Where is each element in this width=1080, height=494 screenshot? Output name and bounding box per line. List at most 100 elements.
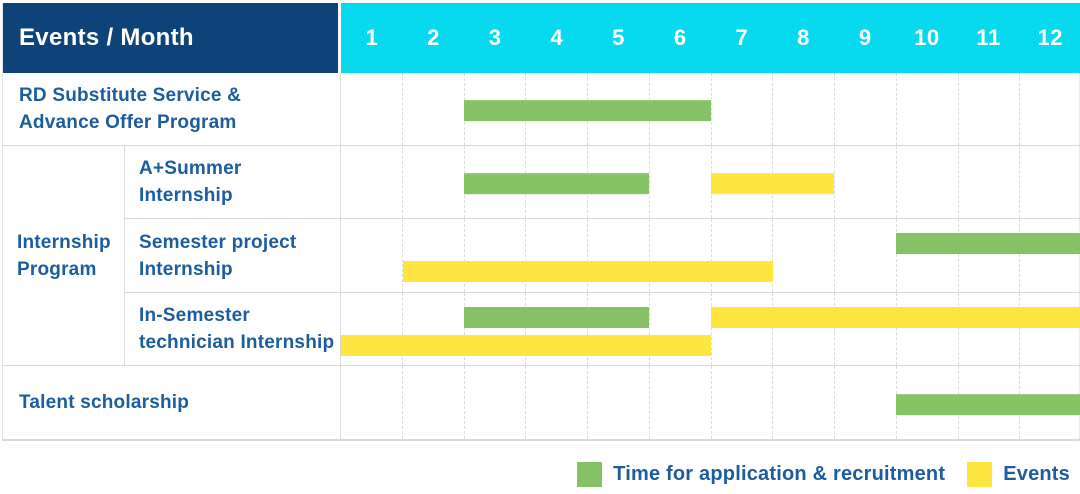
events-month-header: Events / Month bbox=[3, 3, 341, 73]
month-header-label: 2 bbox=[427, 25, 440, 50]
month-grid-cell bbox=[1020, 146, 1080, 218]
month-header-label: 1 bbox=[365, 25, 379, 50]
month-grid-cell bbox=[773, 219, 835, 292]
month-grid-cell bbox=[1020, 73, 1080, 145]
month-grid-cell bbox=[650, 219, 712, 292]
month-header-label: 4 bbox=[550, 25, 564, 50]
recruitment-bar bbox=[896, 233, 1080, 254]
month-grid-cell bbox=[650, 366, 712, 439]
group-label-internship-program: Internship Program bbox=[3, 146, 125, 366]
month-grid-cell bbox=[959, 293, 1021, 365]
month-grid-cell bbox=[341, 293, 403, 365]
sub-row-label: Semester project Internship bbox=[125, 219, 341, 293]
month-grid-cell bbox=[341, 219, 403, 292]
month-header-label: 10 bbox=[914, 25, 940, 50]
month-grid-cell bbox=[465, 293, 527, 365]
events-bar bbox=[711, 173, 835, 195]
month-grid-cell bbox=[650, 293, 712, 365]
sub-row-label-line: Internship bbox=[139, 258, 233, 280]
month-grid-cell bbox=[712, 366, 774, 439]
recruitment-bar bbox=[464, 307, 650, 328]
month-grid-cell bbox=[712, 293, 774, 365]
timeline-row bbox=[341, 73, 1080, 146]
timeline-row bbox=[341, 366, 1080, 440]
month-header-label: 11 bbox=[976, 25, 1001, 50]
month-header-label: 8 bbox=[797, 25, 810, 50]
timeline-row bbox=[341, 146, 1080, 219]
green-swatch-icon bbox=[577, 461, 603, 487]
month-grid-cell bbox=[588, 293, 650, 365]
month-grid-cell bbox=[897, 293, 959, 365]
month-grid-cell bbox=[773, 73, 835, 145]
events-bar bbox=[341, 335, 711, 356]
row-label-line: RD Substitute Service & bbox=[19, 85, 242, 106]
sub-row-label-line: A+Summer bbox=[139, 158, 242, 179]
month-grid-cell bbox=[465, 366, 527, 439]
events-bar bbox=[711, 307, 1080, 328]
month-grid-cell bbox=[835, 219, 897, 292]
month-grid-cell bbox=[773, 293, 835, 365]
sub-row-label: In-Semester technician Internship bbox=[125, 293, 341, 366]
month-grid-cell bbox=[712, 219, 774, 292]
month-grid-cell bbox=[526, 293, 588, 365]
recruitment-bar bbox=[896, 393, 1080, 415]
month-header-label: 5 bbox=[612, 25, 625, 50]
month-grid-cell bbox=[773, 366, 835, 439]
month-grid-cell bbox=[588, 366, 650, 439]
legend-label-events: Events bbox=[1003, 462, 1070, 485]
timeline-row bbox=[341, 293, 1080, 366]
month-grid-cell bbox=[526, 219, 588, 292]
month-grid-cell bbox=[403, 293, 465, 365]
legend-item-events: Events bbox=[967, 461, 1070, 487]
timeline-row bbox=[341, 219, 1080, 293]
month-grid-cell bbox=[712, 73, 774, 145]
recruitment-bar bbox=[464, 100, 711, 122]
month-header-label: 7 bbox=[735, 25, 749, 50]
sub-row-label-line: Internship bbox=[139, 185, 233, 206]
month-grid-cell bbox=[465, 219, 527, 292]
sub-row-label-line: In-Semester bbox=[139, 305, 250, 326]
month-header-row: 1 2 3 4 5 6 7 8 9 10 11 12 bbox=[341, 3, 1080, 73]
month-header-label: 9 bbox=[858, 25, 872, 50]
legend: Time for application & recruitment Event… bbox=[577, 459, 1070, 489]
month-grid-cell bbox=[897, 73, 959, 145]
month-grid-cell bbox=[773, 146, 835, 218]
legend-item-recruitment: Time for application & recruitment bbox=[577, 461, 946, 487]
row-label-line: Advance Offer Program bbox=[19, 112, 237, 133]
month-grid-cell bbox=[588, 219, 650, 292]
sub-row-label: A+Summer Internship bbox=[125, 146, 341, 219]
month-header-label: 6 bbox=[673, 25, 687, 50]
month-gridlines bbox=[341, 293, 1080, 365]
month-grid-cell bbox=[403, 366, 465, 439]
recruitment-bar bbox=[464, 173, 650, 195]
month-grid-cell bbox=[650, 146, 712, 218]
events-bar bbox=[402, 261, 773, 282]
month-grid-cell bbox=[403, 73, 465, 145]
month-grid-cell bbox=[403, 219, 465, 292]
sub-row-label-line: technician Internship bbox=[139, 332, 335, 353]
row-label: RD Substitute Service & Advance Offer Pro… bbox=[3, 73, 341, 146]
month-grid-cell bbox=[526, 366, 588, 439]
month-grid-cell bbox=[1020, 219, 1080, 292]
month-grid-cell bbox=[897, 219, 959, 292]
group-label-line: Internship bbox=[17, 231, 111, 253]
row-label: Talent scholarship bbox=[3, 366, 341, 440]
month-grid-cell bbox=[341, 366, 403, 439]
month-grid-cell bbox=[835, 146, 897, 218]
month-grid-cell bbox=[650, 73, 712, 145]
month-grid-cell bbox=[959, 219, 1021, 292]
month-grid-cell bbox=[835, 366, 897, 439]
month-grid-cell bbox=[959, 73, 1021, 145]
month-grid-cell bbox=[897, 146, 959, 218]
month-header-label: 3 bbox=[488, 25, 502, 50]
yellow-swatch-icon bbox=[967, 461, 993, 487]
month-grid-cell bbox=[341, 73, 403, 145]
legend-label-recruitment: Time for application & recruitment bbox=[613, 462, 946, 485]
month-grid-cell bbox=[959, 146, 1021, 218]
group-label-line: Program bbox=[17, 258, 97, 280]
row-label-line: Talent scholarship bbox=[19, 392, 190, 413]
month-grid-cell bbox=[403, 146, 465, 218]
month-grid-cell bbox=[341, 146, 403, 218]
events-month-table: Events / Month 1 2 3 4 5 6 7 8 9 10 11 12 RD Substi… bbox=[2, 3, 1080, 441]
month-gridlines bbox=[341, 219, 1080, 292]
